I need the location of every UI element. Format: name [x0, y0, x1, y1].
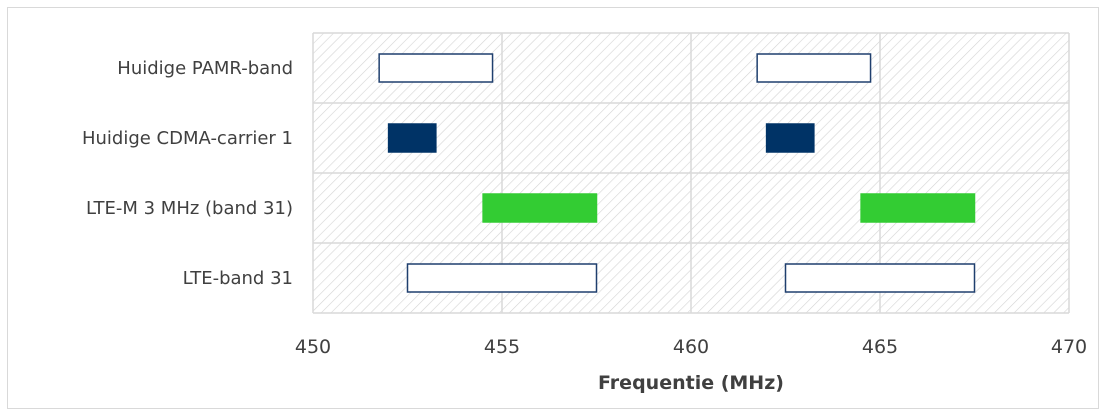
x-tick-label-470: 470	[1051, 336, 1087, 358]
category-label-3: LTE-M 3 MHz (band 31)	[86, 198, 293, 219]
bars-layer	[378, 53, 976, 293]
x-tick-label-450: 450	[295, 336, 331, 358]
bar-row2-segment2	[765, 123, 815, 153]
category-labels: Huidige PAMR-band Huidige CDMA-carrier 1 L…	[82, 58, 293, 289]
bar-row4-segment1	[406, 263, 598, 293]
bar-row1-segment1	[378, 53, 494, 83]
x-axis-title: Frequentie (MHz)	[598, 372, 784, 394]
x-tick-label-460: 460	[673, 336, 709, 358]
bar-row3-segment2	[860, 193, 976, 223]
category-label-1: Huidige PAMR-band	[117, 58, 293, 79]
bar-row3-segment1	[482, 193, 598, 223]
x-tick-label-455: 455	[484, 336, 520, 358]
bar-row4-segment2	[784, 263, 976, 293]
x-tick-labels: 450 455 460 465 470	[295, 336, 1087, 358]
x-tick-label-465: 465	[862, 336, 898, 358]
bar-row1-segment2	[756, 53, 872, 83]
category-label-2: Huidige CDMA-carrier 1	[82, 128, 293, 149]
bar-row2-segment1	[387, 123, 437, 153]
category-label-4: LTE-band 31	[183, 268, 293, 289]
